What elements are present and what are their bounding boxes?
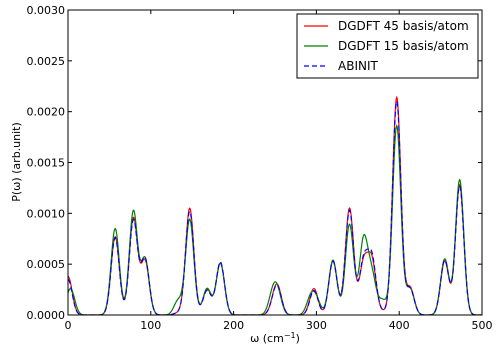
y-tick-label-4: 0.0020: [27, 106, 66, 119]
y-tick-label-3: 0.0015: [27, 157, 66, 170]
x-tick-label-5: 500: [472, 319, 493, 332]
series-layer: [68, 95, 482, 315]
legend-label-dgdft-15: DGDFT 15 basis/atom: [338, 39, 469, 53]
y-tick-label-1: 0.0005: [27, 258, 66, 271]
y-axis-label: P(ω) (arb.unit): [10, 122, 23, 202]
x-tick-label-3: 300: [306, 319, 327, 332]
x-axis-label: ω (cm−1): [250, 331, 300, 345]
legend-label-dgdft-45: DGDFT 45 basis/atom: [338, 19, 469, 33]
y-tick-label-0: 0.0000: [27, 309, 66, 322]
x-tick-label-2: 200: [223, 319, 244, 332]
y-tick-label-5: 0.0025: [27, 55, 66, 68]
x-tick-label-0: 0: [65, 319, 72, 332]
x-tick-label-1: 100: [140, 319, 161, 332]
ticks-layer: 0 100 200 300 400 500 0.0000 0.0005 0.0010 0.0015…: [27, 4, 493, 332]
series-line-2: [68, 99, 482, 315]
legend-label-abinit: ABINIT: [338, 59, 378, 73]
x-tick-label-4: 400: [389, 319, 410, 332]
legend: DGDFT 45 basis/atom DGDFT 15 basis/atom …: [296, 13, 479, 79]
y-tick-label-6: 0.0030: [27, 4, 66, 17]
y-tick-label-2: 0.0010: [27, 207, 66, 220]
